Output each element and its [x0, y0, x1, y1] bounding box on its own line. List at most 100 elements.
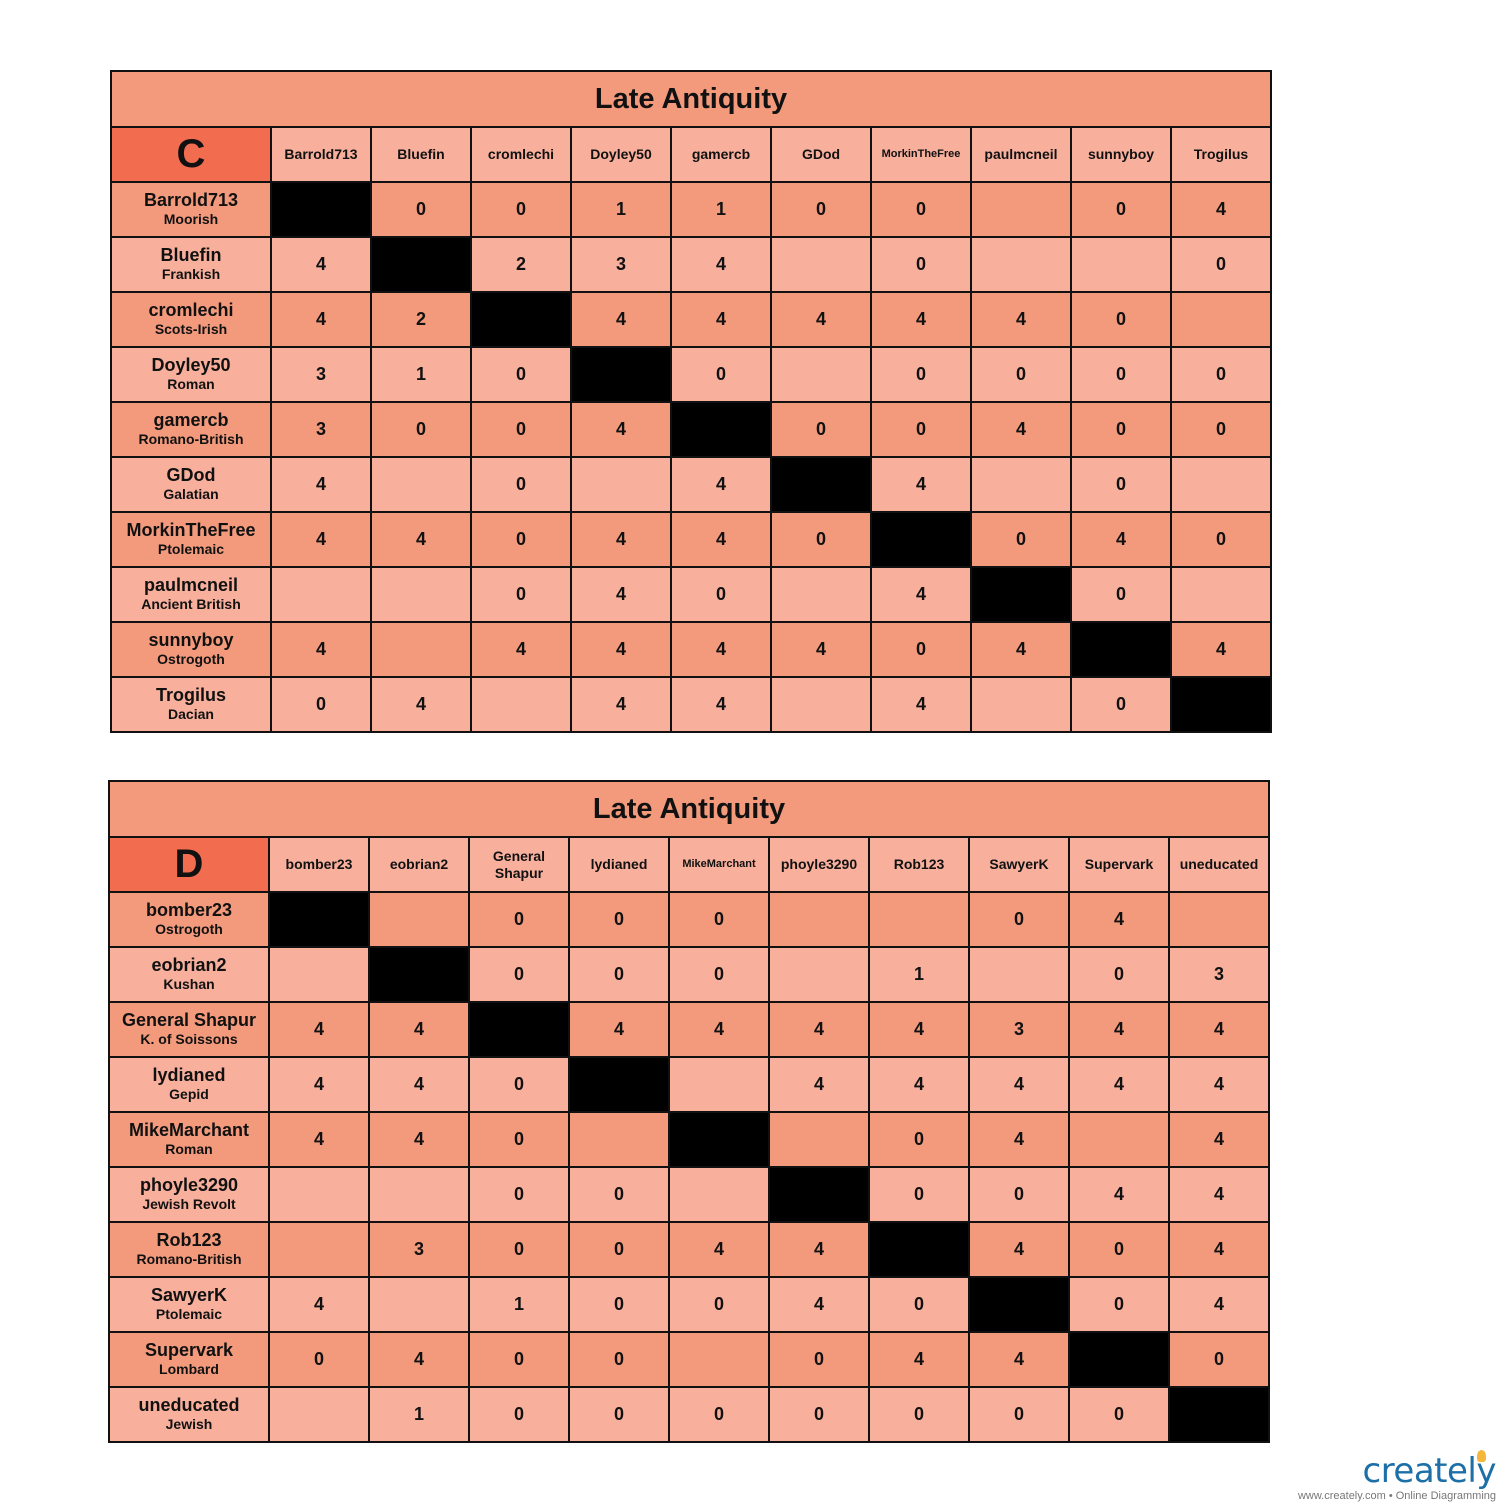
- row-header: Doyley50 Roman: [112, 348, 272, 403]
- score-cell: 4: [270, 1003, 370, 1058]
- player-army: Roman: [165, 1140, 213, 1157]
- score-cell: 4: [872, 293, 972, 348]
- score-cell: 4: [372, 513, 472, 568]
- score-cell: 1: [672, 183, 772, 238]
- player-name: paulmcneil: [143, 574, 239, 595]
- logo-tagline: www.creately.com • Online Diagramming: [1297, 1490, 1496, 1502]
- score-cell: 3: [1170, 948, 1270, 1003]
- score-cell: 0: [770, 1333, 870, 1388]
- score-cell: 4: [1170, 1058, 1270, 1113]
- score-cell: 4: [670, 1003, 770, 1058]
- score-cell: [670, 1058, 770, 1113]
- player-name: sunnyboy: [148, 629, 234, 650]
- column-header: SawyerK: [970, 838, 1070, 893]
- score-cell: 4: [870, 1003, 970, 1058]
- score-cell: 0: [1172, 403, 1272, 458]
- score-cell: 0: [272, 678, 372, 733]
- score-cell: 4: [1170, 1223, 1270, 1278]
- score-cell: [270, 1388, 370, 1443]
- score-cell: 0: [570, 1223, 670, 1278]
- score-cell: 4: [672, 678, 772, 733]
- score-cell: 0: [372, 403, 472, 458]
- score-cell: 4: [672, 238, 772, 293]
- column-header: phoyle3290: [770, 838, 870, 893]
- score-cell: [970, 948, 1070, 1003]
- row-header: gamercb Romano-British: [112, 403, 272, 458]
- player-name: lydianed: [152, 1064, 226, 1085]
- score-cell: 4: [1170, 1003, 1270, 1058]
- score-cell: 2: [472, 238, 572, 293]
- player-name: Bluefin: [160, 244, 222, 265]
- score-cell: 0: [872, 623, 972, 678]
- score-cell: 4: [572, 678, 672, 733]
- player-army: Romano-British: [136, 1250, 242, 1267]
- player-army: Ancient British: [141, 595, 241, 612]
- score-cell: [270, 1168, 370, 1223]
- row-header: paulmcneil Ancient British: [112, 568, 272, 623]
- score-cell: 3: [572, 238, 672, 293]
- score-cell: 4: [772, 623, 872, 678]
- column-header: uneducated: [1170, 838, 1270, 893]
- diagonal-cell: [972, 568, 1072, 623]
- score-cell: 0: [1072, 403, 1172, 458]
- score-cell: 0: [470, 1388, 570, 1443]
- score-cell: 0: [372, 183, 472, 238]
- diagonal-cell: [472, 293, 572, 348]
- score-cell: 4: [1172, 623, 1272, 678]
- score-cell: 0: [970, 1388, 1070, 1443]
- score-cell: 0: [670, 1278, 770, 1333]
- player-army: Lombard: [159, 1360, 219, 1377]
- score-cell: 4: [672, 623, 772, 678]
- score-cell: 4: [370, 1058, 470, 1113]
- player-army: Dacian: [168, 705, 214, 722]
- score-cell: 0: [772, 183, 872, 238]
- score-cell: 4: [1070, 893, 1170, 948]
- score-cell: 4: [1070, 1003, 1170, 1058]
- score-cell: 4: [770, 1003, 870, 1058]
- row-header: uneducated Jewish: [110, 1388, 270, 1443]
- column-header: General Shapur: [470, 838, 570, 893]
- score-cell: 0: [670, 893, 770, 948]
- score-cell: 0: [472, 403, 572, 458]
- score-cell: 4: [972, 403, 1072, 458]
- score-cell: 0: [472, 458, 572, 513]
- score-cell: 4: [1170, 1113, 1270, 1168]
- score-cell: 4: [870, 1333, 970, 1388]
- score-cell: 0: [1172, 513, 1272, 568]
- score-cell: [372, 623, 472, 678]
- score-cell: 0: [870, 1113, 970, 1168]
- diagonal-cell: [372, 238, 472, 293]
- score-cell: [772, 678, 872, 733]
- score-cell: [1172, 568, 1272, 623]
- score-cell: 0: [772, 513, 872, 568]
- row-header: phoyle3290 Jewish Revolt: [110, 1168, 270, 1223]
- player-name: phoyle3290: [139, 1174, 239, 1195]
- score-cell: 0: [770, 1388, 870, 1443]
- score-cell: 4: [472, 623, 572, 678]
- score-cell: [372, 458, 472, 513]
- column-header: Doyley50: [572, 128, 672, 183]
- diagonal-cell: [1072, 623, 1172, 678]
- column-header: Supervark: [1070, 838, 1170, 893]
- score-cell: [770, 948, 870, 1003]
- score-cell: 4: [872, 568, 972, 623]
- score-cell: 4: [872, 678, 972, 733]
- score-cell: 4: [672, 293, 772, 348]
- player-army: Scots-Irish: [154, 320, 228, 337]
- score-cell: 4: [372, 678, 472, 733]
- player-army: Gepid: [169, 1085, 209, 1102]
- score-cell: [272, 568, 372, 623]
- row-header: GDod Galatian: [112, 458, 272, 513]
- score-cell: 4: [970, 1333, 1070, 1388]
- score-cell: 0: [472, 513, 572, 568]
- column-header: bomber23: [270, 838, 370, 893]
- player-army: Ptolemaic: [157, 540, 225, 557]
- score-cell: 0: [1072, 183, 1172, 238]
- score-cell: [770, 893, 870, 948]
- score-cell: 4: [572, 293, 672, 348]
- diagonal-cell: [572, 348, 672, 403]
- score-cell: 0: [972, 348, 1072, 403]
- player-army: Roman: [167, 375, 215, 392]
- row-header: cromlechi Scots-Irish: [112, 293, 272, 348]
- group-label: C: [112, 128, 272, 183]
